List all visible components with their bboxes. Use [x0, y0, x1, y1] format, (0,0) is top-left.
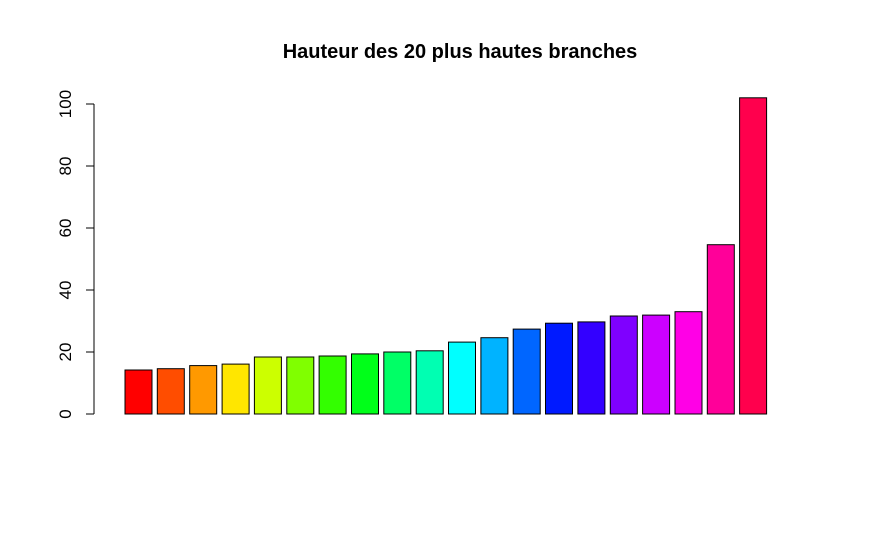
y-tick-label: 40	[56, 281, 75, 300]
bar	[512, 328, 541, 415]
bar	[739, 97, 768, 415]
y-tick-label: 0	[56, 409, 75, 418]
bar	[156, 368, 185, 415]
bar	[124, 369, 153, 415]
bar	[415, 350, 444, 415]
bars-group	[124, 97, 768, 415]
bar	[189, 365, 218, 415]
bar	[577, 321, 606, 415]
bar	[351, 353, 379, 415]
chart-title: Hauteur des 20 plus hautes branches	[283, 41, 638, 63]
bar	[706, 244, 735, 415]
bar	[318, 355, 347, 415]
bar	[642, 314, 671, 415]
bar	[383, 351, 412, 415]
bar	[480, 337, 509, 415]
bar	[253, 356, 282, 415]
bar	[609, 315, 638, 415]
bar	[286, 356, 315, 415]
y-tick-label: 20	[56, 343, 75, 362]
bar	[221, 363, 250, 415]
y-tick-label: 60	[56, 219, 75, 238]
bar	[545, 322, 573, 415]
bar	[674, 311, 703, 415]
bar	[448, 341, 476, 415]
y-tick-label: 80	[56, 157, 75, 176]
y-axis: 0 20 40 60 80 100	[56, 90, 95, 419]
y-tick-label: 100	[56, 90, 75, 118]
